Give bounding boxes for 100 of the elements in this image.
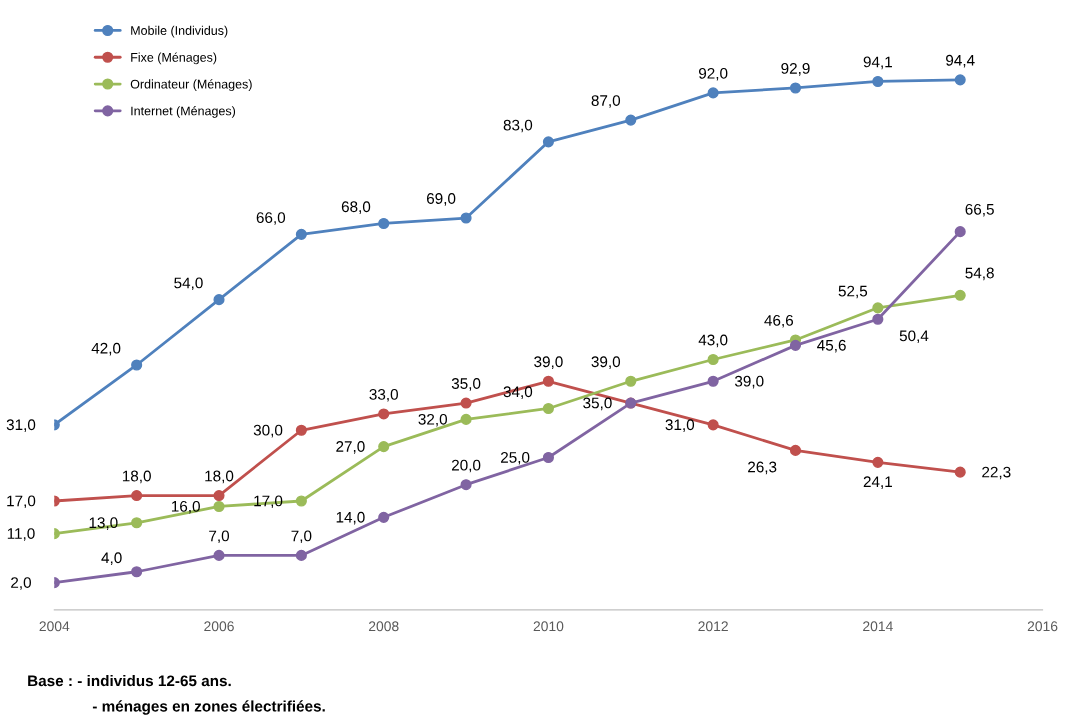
point [460,397,472,409]
data-label: 25,0 [501,451,530,465]
point [625,114,637,126]
data-label: 7,0 [209,530,230,544]
data-label: 66,5 [965,203,994,217]
data-label: 18,0 [205,470,234,484]
data-label: 69,0 [426,193,456,206]
point [954,74,966,86]
data-label: 16,0 [171,500,200,514]
data-label: 26,3 [748,461,777,475]
x-tick-label: 2012 [698,621,728,632]
legend-label: Internet (Ménages) [131,106,236,118]
data-label: 46,6 [764,314,794,328]
point [295,228,307,240]
x-tick-label: 2014 [863,621,893,632]
point [131,517,143,529]
data-label: 43,0 [698,334,728,348]
point [542,375,554,387]
text: Base : - individus 12-65 ans. [28,675,231,687]
point [295,424,307,436]
data-label: 94,4 [946,54,975,68]
data-label: 33,0 [369,388,398,402]
point [213,490,225,502]
data-label: 31,0 [6,419,36,432]
data-label: 42,0 [91,342,121,356]
data-label: 22,3 [982,466,1011,480]
data-label: 14,0 [336,511,365,525]
data-label: 68,0 [341,201,371,214]
legend-label: Mobile (Individus) [131,25,228,38]
point [707,87,719,99]
x-tick-label: 2004 [39,621,70,632]
point [213,500,225,513]
point [378,511,390,523]
point [295,495,307,507]
point [872,456,884,468]
data-label: 27,0 [336,441,365,454]
point [872,75,884,88]
data-label: 39,0 [734,375,764,389]
x-tick-label: 2006 [204,621,234,632]
point [131,566,143,578]
data-label: 20,0 [451,459,481,473]
data-label: 11,0 [7,528,35,541]
point [789,339,802,351]
data-label: 24,1 [863,476,892,489]
point [460,479,472,491]
point [131,359,143,371]
point [954,466,966,478]
point [378,217,390,230]
data-label: 54,8 [965,267,994,281]
point [872,302,884,314]
data-label: 7,0 [291,530,312,544]
data-label: 66,0 [256,212,286,225]
point [378,441,390,453]
point [789,444,802,456]
x-tick-label: 2010 [533,621,564,632]
point [542,136,554,148]
text: - ménages en zones électrifiées. [92,700,325,715]
point [542,451,554,464]
data-label: 35,0 [451,378,481,391]
point [542,402,554,415]
point [213,294,225,306]
data-label: 50,4 [899,330,929,344]
point [460,413,472,425]
point [954,289,966,301]
data-label: 92,0 [698,67,728,81]
legend-label: Ordinateur (Ménages) [130,79,252,92]
data-label: 30,0 [253,424,283,438]
data-label: 87,0 [591,95,621,108]
data-label: 32,0 [418,413,448,427]
point [707,419,719,431]
data-label: 18,0 [122,470,151,484]
data-label: 92,9 [781,63,810,76]
data-label: 52,5 [838,285,868,299]
point [625,375,637,387]
data-label: 4,0 [101,552,122,565]
point [789,82,802,94]
point [460,212,472,224]
data-label: 31,0 [665,419,695,432]
point [295,549,307,561]
data-label: 54,0 [174,277,203,291]
data-label: 34,0 [503,386,533,399]
data-label: 13,0 [89,517,118,530]
x-tick-label: 2008 [368,621,399,632]
point [213,549,225,561]
data-label: 45,6 [817,339,846,353]
point [707,375,719,387]
point [954,226,966,238]
data-label: 17,0 [7,495,36,509]
data-label: 39,0 [534,356,563,369]
data-label: 83,0 [503,119,533,133]
legend-label: Fixe (Ménages) [131,52,217,65]
data-label: 94,1 [863,56,892,70]
data-label: 39,0 [591,356,621,369]
data-label: 35,0 [583,397,612,411]
x-tick-label: 2016 [1027,621,1058,632]
point [131,490,143,502]
point [378,408,390,420]
data-label: 2,0 [11,577,31,590]
point [707,353,719,366]
point [872,313,884,325]
